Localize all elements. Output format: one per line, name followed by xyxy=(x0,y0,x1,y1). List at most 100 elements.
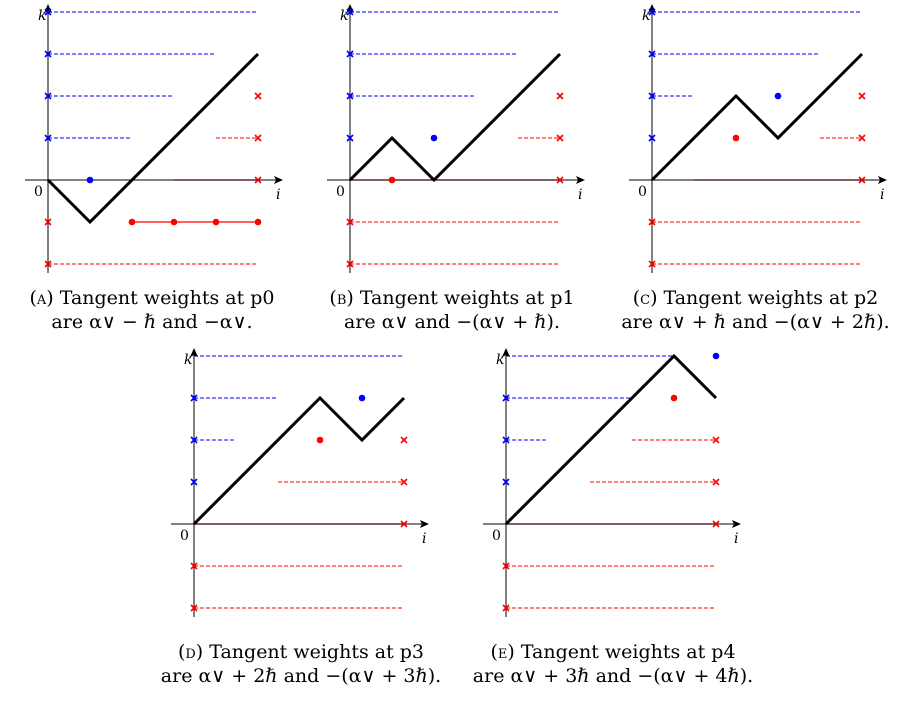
caption-label: (d) xyxy=(177,641,204,663)
blue-cross-mark xyxy=(44,8,52,16)
x-axis-label: i xyxy=(578,187,582,203)
blue-cross-mark xyxy=(44,50,52,58)
caption-b: (b) Tangent weights at p1 are α∨ and −(α… xyxy=(302,286,602,334)
blue-cross-mark xyxy=(648,134,656,142)
caption-line2: are α∨ + ℏ and −(α∨ + 2ℏ). xyxy=(621,311,890,333)
red-cross-mark xyxy=(712,436,720,444)
x-axis-arrow xyxy=(732,520,741,528)
blue-cross-mark xyxy=(346,92,354,100)
red-cross-mark xyxy=(254,92,262,100)
lattice-path xyxy=(192,395,406,526)
caption-line2: are α∨ + 2ℏ and −(α∨ + 3ℏ). xyxy=(160,665,442,687)
y-axis-label: k xyxy=(340,8,348,24)
origin-label: 0 xyxy=(638,184,647,200)
origin-label: 0 xyxy=(180,528,189,544)
red-cross-mark xyxy=(44,218,52,226)
y-axis-label: k xyxy=(496,352,504,368)
lattice-path xyxy=(348,52,562,183)
caption-label: (e) xyxy=(490,641,515,663)
lattice-path xyxy=(650,52,864,182)
red-cross-mark xyxy=(502,562,510,570)
blue-cross-mark xyxy=(44,134,52,142)
plot-a: k i 0 xyxy=(25,4,283,273)
y-axis-arrow xyxy=(190,348,198,357)
origin-label: 0 xyxy=(492,528,501,544)
caption-line2: are α∨ + 3ℏ and −(α∨ + 4ℏ). xyxy=(472,665,754,687)
red-cross-mark xyxy=(190,562,198,570)
blue-cross-mark xyxy=(190,436,198,444)
lattice-path xyxy=(46,52,260,225)
blue-cross-mark xyxy=(502,394,510,402)
red-dot xyxy=(212,218,220,226)
caption-a: (a) Tangent weights at p0 are α∨ − ℏ and… xyxy=(2,286,302,334)
panel-d: k i 0 (d) Tangent weights at p3 are α∨ + 2… xyxy=(146,344,456,703)
origin-label: 0 xyxy=(34,184,43,200)
red-cross-mark xyxy=(346,260,354,268)
x-axis-label: i xyxy=(880,187,884,203)
blue-dot xyxy=(358,394,366,402)
blue-cross-mark xyxy=(44,92,52,100)
red-cross-mark xyxy=(502,604,510,612)
red-cross-mark xyxy=(254,134,262,142)
blue-cross-mark xyxy=(190,478,198,486)
red-cross-mark xyxy=(712,478,720,486)
panel-b: k i 0 (b) Tangent weights at p1 are α∨ and… xyxy=(302,0,602,350)
red-cross-mark xyxy=(858,134,866,142)
x-axis-arrow xyxy=(878,176,887,184)
caption-line1: Tangent weights at p0 xyxy=(59,287,275,309)
panel-a: k i 0 (a) Tangent weights at p0 are α∨ − ℏ… xyxy=(0,0,300,350)
red-cross-mark xyxy=(556,92,564,100)
blue-cross-mark xyxy=(502,478,510,486)
x-axis-arrow xyxy=(576,176,585,184)
red-cross-mark xyxy=(556,176,564,184)
y-axis-label: k xyxy=(184,352,192,368)
red-cross-mark xyxy=(400,436,408,444)
caption-label: (a) xyxy=(29,287,54,309)
caption-line2: are α∨ and −(α∨ + ℏ). xyxy=(344,311,560,333)
blue-cross-mark xyxy=(190,394,198,402)
blue-cross-mark xyxy=(648,8,656,16)
caption-e: (e) Tangent weights at p4 are α∨ + 3ℏ an… xyxy=(458,640,768,688)
red-dot xyxy=(128,218,136,226)
plot-b: k i 0 xyxy=(327,4,585,273)
red-cross-mark xyxy=(712,520,720,528)
red-dot xyxy=(254,218,262,226)
blue-cross-mark xyxy=(648,50,656,58)
y-axis-arrow xyxy=(502,348,510,357)
caption-label: (b) xyxy=(329,287,354,309)
red-cross-mark xyxy=(190,604,198,612)
red-cross-mark xyxy=(556,134,564,142)
x-axis-arrow xyxy=(420,520,429,528)
caption-line2: are α∨ − ℏ and −α∨. xyxy=(51,311,253,333)
red-dot xyxy=(316,436,324,444)
red-cross-mark xyxy=(648,218,656,226)
red-cross-mark xyxy=(648,260,656,268)
plot-c: k i 0 xyxy=(629,4,887,273)
x-axis-label: i xyxy=(422,531,426,547)
red-cross-mark xyxy=(858,176,866,184)
blue-cross-mark xyxy=(346,134,354,142)
caption-line1: Tangent weights at p2 xyxy=(663,287,879,309)
blue-cross-mark xyxy=(502,436,510,444)
blue-cross-mark xyxy=(346,50,354,58)
x-axis-arrow xyxy=(274,176,283,184)
caption-c: (c) Tangent weights at p2 are α∨ + ℏ and… xyxy=(604,286,907,334)
blue-cross-mark xyxy=(346,8,354,16)
y-axis-label: k xyxy=(642,8,650,24)
y-axis-label: k xyxy=(38,8,46,24)
origin-label: 0 xyxy=(336,184,345,200)
x-axis-label: i xyxy=(734,531,738,547)
x-axis-label: i xyxy=(276,187,280,203)
blue-cross-mark xyxy=(648,92,656,100)
red-cross-mark xyxy=(858,92,866,100)
blue-dot xyxy=(86,176,94,184)
blue-dot xyxy=(430,134,438,142)
caption-line1: Tangent weights at p1 xyxy=(359,287,575,309)
lattice-path xyxy=(504,353,718,526)
caption-d: (d) Tangent weights at p3 are α∨ + 2ℏ an… xyxy=(146,640,456,688)
red-cross-mark xyxy=(400,478,408,486)
panel-e: k i 0 (e) Tangent weights at p4 are α∨ + 3… xyxy=(458,344,768,703)
caption-line1: Tangent weights at p4 xyxy=(520,641,736,663)
blue-dot xyxy=(774,92,782,100)
plot-d: k i 0 xyxy=(171,348,429,617)
